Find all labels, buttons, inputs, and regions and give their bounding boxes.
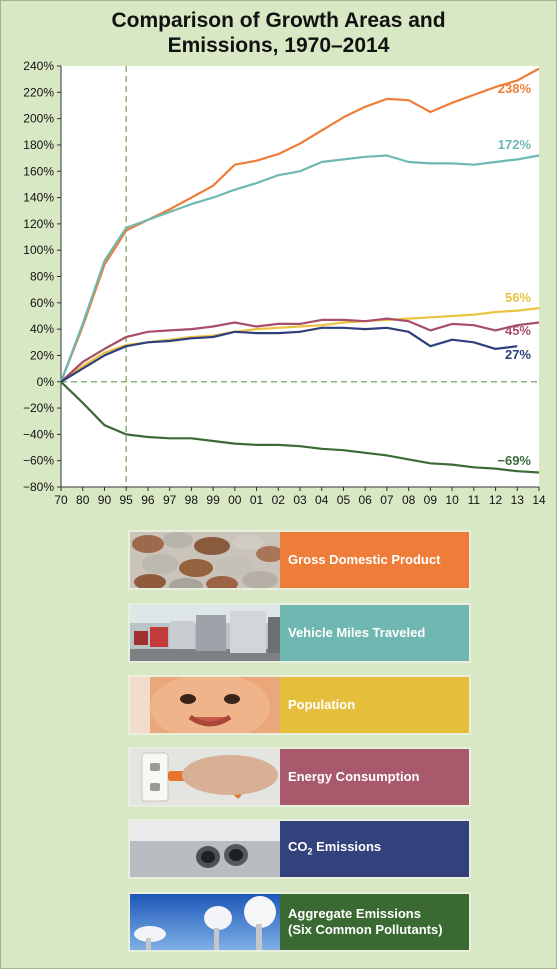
y-tick-label: −80%: [23, 480, 54, 494]
y-tick-label: −40%: [23, 427, 54, 441]
coins-photo: [130, 532, 280, 588]
y-tick-label: 180%: [23, 138, 54, 152]
legend-label-gdp: Gross Domestic Product: [288, 552, 441, 567]
series-end-label-5: −69%: [497, 453, 531, 468]
y-tick-label: 140%: [23, 191, 54, 205]
legend-label-aggregate: Aggregate Emissions (Six Common Pollutan…: [288, 906, 443, 937]
x-tick-label: 99: [206, 493, 220, 507]
series-line-1: [59, 154, 540, 383]
baby-photo: [130, 677, 280, 733]
x-tick-label: 80: [76, 493, 90, 507]
legend-item-gdp: Gross Domestic Product: [128, 530, 471, 590]
x-tick-label: 06: [359, 493, 373, 507]
series-end-label-3: 45%: [505, 323, 531, 338]
y-tick-label: 240%: [23, 59, 54, 73]
legend-item-aggregate: Aggregate Emissions (Six Common Pollutan…: [128, 892, 471, 952]
x-tick-label: 08: [402, 493, 416, 507]
y-tick-label: −60%: [23, 454, 54, 468]
series-line-4: [60, 326, 518, 383]
plug-photo: [130, 749, 280, 805]
x-tick-label: 13: [511, 493, 525, 507]
x-tick-label: 96: [141, 493, 155, 507]
legend-label-co2-part-2: Emissions: [312, 838, 382, 854]
legend-label-co2: CO2 Emissions: [280, 839, 469, 860]
x-tick-label: 70: [54, 493, 68, 507]
smokestacks-photo: [130, 894, 280, 950]
y-tick-label: 220%: [23, 85, 54, 99]
chart-title-line-1: Comparison of Growth Areas and: [111, 9, 446, 32]
x-tick-label: 10: [445, 493, 459, 507]
y-tick-label: 80%: [30, 270, 54, 284]
series-line-3: [60, 317, 540, 383]
chart-title-line-2: Emissions, 1970–2014: [167, 34, 390, 57]
x-tick-label: 09: [424, 493, 438, 507]
legend-item-co2: CO2 Emissions: [128, 819, 471, 879]
y-tick-label: 200%: [23, 112, 54, 126]
exhaust-photo: [130, 821, 280, 877]
legend-label-energy: Energy Consumption: [288, 769, 420, 784]
x-tick-label: 95: [120, 493, 134, 507]
legend-item-population: Population: [128, 675, 471, 735]
y-tick-label: 60%: [30, 296, 54, 310]
y-tick-label: 160%: [23, 164, 54, 178]
x-tick-label: 05: [337, 493, 351, 507]
series-line-5: [60, 381, 540, 474]
series-end-label-1: 172%: [498, 137, 532, 152]
y-tick-label: 0%: [37, 375, 55, 389]
legend-label-co2-subscript: 2: [307, 846, 313, 857]
x-tick-label: 00: [228, 493, 242, 507]
x-tick-label: 01: [250, 493, 264, 507]
legend-item-energy: Energy Consumption: [128, 747, 471, 807]
x-tick-label: 14: [532, 493, 546, 507]
x-tick-label: 04: [315, 493, 329, 507]
series-end-label-0: 238%: [498, 81, 532, 96]
x-tick-label: 90: [98, 493, 112, 507]
x-tick-label: 02: [272, 493, 286, 507]
series-end-label-4: 27%: [505, 347, 531, 362]
x-tick-label: 07: [380, 493, 394, 507]
y-tick-label: 120%: [23, 217, 54, 231]
legend-item-vmt: Vehicle Miles Traveled: [128, 603, 471, 663]
x-tick-label: 11: [468, 493, 481, 507]
y-tick-label: 20%: [30, 348, 54, 362]
y-tick-label: −20%: [23, 401, 54, 415]
legend-label-population: Population: [288, 697, 356, 712]
chart-title: Comparison of Growth Areas and Emissions…: [0, 8, 557, 58]
y-tick-label: 100%: [23, 243, 54, 257]
legend-label-vmt: Vehicle Miles Traveled: [288, 625, 426, 640]
line-chart: 240%220%200%180%160%140%120%100%80%60%40…: [23, 59, 546, 507]
plot-area: [61, 66, 539, 487]
traffic-photo: [130, 605, 280, 661]
y-tick-label: 40%: [30, 322, 54, 336]
x-tick-label: 98: [185, 493, 199, 507]
legend-label-co2-part-1: CO: [288, 838, 308, 854]
x-tick-label: 97: [163, 493, 177, 507]
series-end-label-2: 56%: [505, 290, 531, 305]
x-tick-label: 03: [293, 493, 307, 507]
x-tick-label: 12: [489, 493, 503, 507]
